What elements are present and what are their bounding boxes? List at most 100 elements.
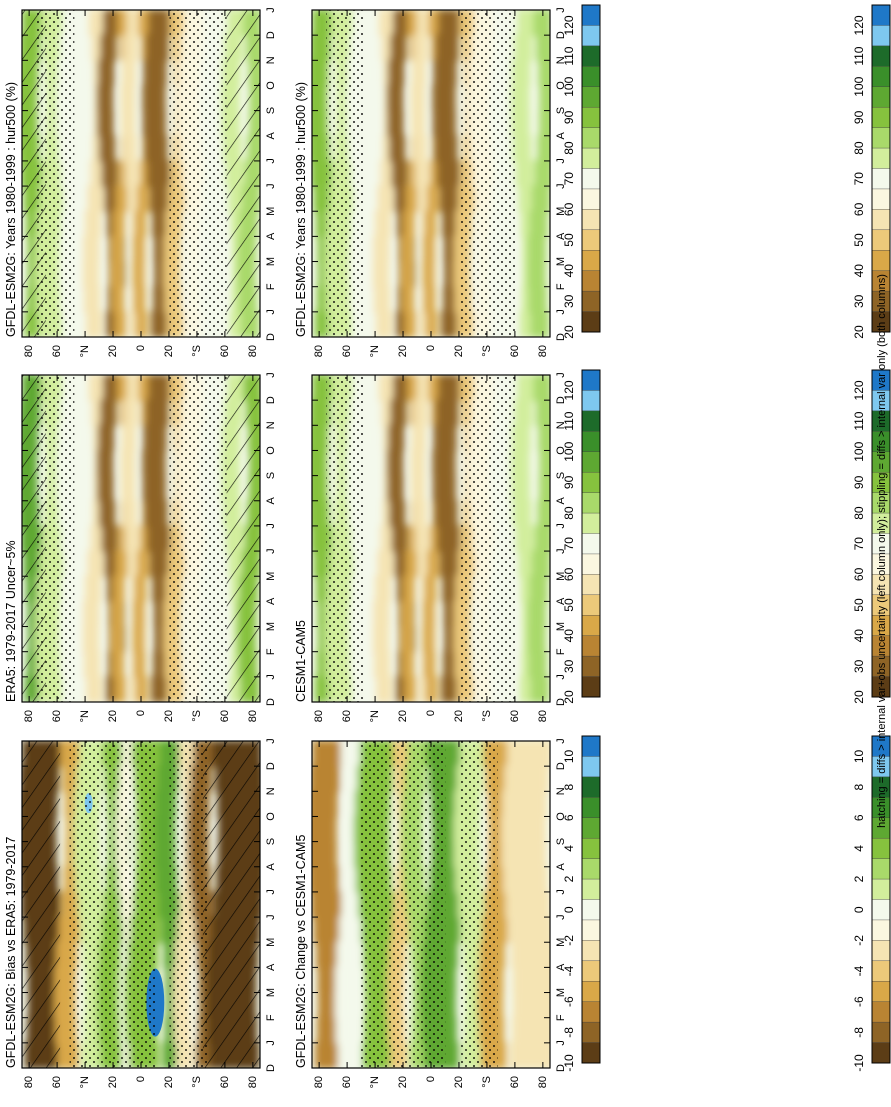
colorbar-label: 110 [852,411,866,430]
month-tick-label: J [265,309,277,315]
colorbar-swatch [581,735,601,757]
lat-tick-label: 0 [425,1076,437,1082]
colorbar-swatch [581,270,601,292]
lat-tick-label: °S [191,1076,203,1088]
lat-tick-label: 60 [219,710,231,722]
month-tick-label: D [555,333,567,341]
month-tick-label: A [265,496,277,504]
lat-tick-label: °S [191,345,203,357]
colorbar-label: -8 [562,1027,576,1038]
colorbar-swatch [871,1001,891,1023]
colorbar-swatch [581,471,601,494]
colorbar-label: 100 [852,76,866,96]
colorbar-label: 20 [852,690,866,704]
stippling [169,741,208,1068]
colorbar-label: 2 [852,875,866,882]
colorbar-label: 2 [562,875,576,882]
colorbar-swatch [581,390,601,412]
month-tick-label: J [265,7,277,13]
month-tick-label: J [555,738,567,744]
month-tick-label: M [555,938,567,947]
month-tick-label: S [265,472,277,479]
colorbar-swatch [581,533,601,555]
colorbar-frame [871,369,891,698]
month-tick-label: S [555,838,567,845]
month-tick-label: J [555,7,567,13]
month-tick-label: A [555,597,567,605]
colorbar-label: -6 [562,996,576,1007]
colorbar-label: 100 [562,76,576,96]
month-tick-label: D [265,396,277,404]
colorbar-label: -10 [852,1054,866,1072]
month-tick-label: A [555,862,567,870]
colorbar-swatch [581,106,601,129]
colorbar-swatch [581,655,601,678]
colorbar-swatch [581,127,601,149]
month-tick-label: J [555,674,567,680]
colorbar-label: 60 [562,567,576,581]
colorbar-swatch [581,229,601,251]
colorbar-label: 50 [562,233,576,247]
colorbar-swatch [871,1042,891,1064]
colorbar-label: 30 [562,659,576,673]
footnote: hatching = diffs > internal var+obs unce… [876,274,888,828]
colorbar-swatch [581,1021,601,1044]
colorbar-swatch [871,858,891,880]
month-tick-label: N [265,56,277,64]
month-tick-label: F [555,648,567,655]
colorbar-label: 40 [852,629,866,643]
month-tick-label: J [265,1040,277,1046]
colorbar-label: -4 [852,965,866,976]
colorbar-swatch [581,250,601,272]
lat-tick-label: 0 [135,345,147,351]
colorbar-swatch [871,45,891,67]
month-tick-label: A [555,496,567,504]
colorbar-label: 110 [562,411,576,430]
colorbar-swatch [871,4,891,26]
lat-tick-label: °N [369,1076,381,1088]
lat-tick-label: 60 [341,710,353,722]
lat-tick-label: 0 [425,345,437,351]
month-tick-label: J [555,914,567,920]
colorbar-frame [581,735,601,1064]
month-tick-label: M [265,988,277,997]
colorbar-label: 70 [852,537,866,551]
stippling [169,10,227,337]
hatching [22,10,46,337]
lat-tick-label: °S [191,710,203,722]
panel-title: GFDL-ESM2G: Bias vs ERA5: 1979-2017 [4,837,18,1068]
colorbar-swatch [581,1042,601,1064]
lat-tick-label: °S [481,710,493,722]
colorbar-swatch [581,574,601,596]
month-tick-label: O [265,812,277,821]
colorbar-swatch [581,940,601,962]
lat-tick-label: 80 [23,1076,35,1088]
month-tick-label: J [265,548,277,554]
colorbar-label: 100 [852,441,866,461]
month-tick-label: A [265,862,277,870]
month-tick-label: A [265,963,277,971]
stippling [459,741,498,1068]
colorbar-label: 60 [852,202,866,216]
colorbar-label: 90 [562,475,576,489]
colorbar-label: 110 [562,46,576,65]
month-tick-label: S [265,107,277,114]
lat-tick-label: 80 [247,1076,259,1088]
lat-tick-label: 60 [51,1076,63,1088]
colorbar-label: 80 [562,141,576,155]
colorbar-swatch [581,676,601,698]
colorbar-swatch [871,1021,891,1044]
colorbar-swatch [581,615,601,637]
month-tick-label: D [555,1064,567,1072]
month-tick-label: D [265,333,277,341]
month-tick-label: M [555,257,567,266]
lat-tick-label: °N [369,710,381,722]
lat-tick-label: 60 [341,345,353,357]
month-tick-label: M [265,257,277,266]
colorbar-label: -4 [562,965,576,976]
colorbar-label: 0 [852,906,866,913]
colorbar-label: 40 [562,629,576,643]
month-tick-label: S [555,472,567,479]
colorbar-swatch [581,86,601,108]
